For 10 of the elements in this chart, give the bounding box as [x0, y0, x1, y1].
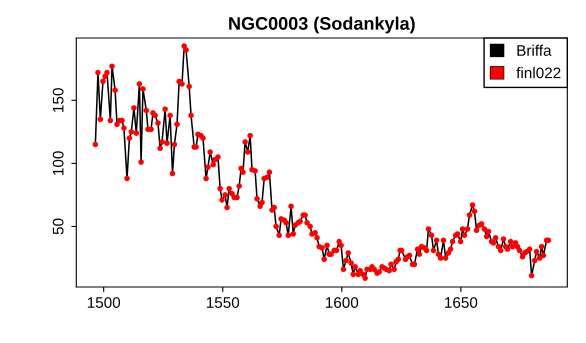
x-tick-label: 1600: [326, 297, 358, 308]
y-tick-label: 150: [52, 88, 64, 112]
x-tick-label: 1550: [206, 297, 240, 308]
legend-label: finl022: [516, 67, 560, 78]
x-tick-label: 1500: [88, 297, 120, 308]
y-tick-label: 50: [52, 218, 64, 234]
x-tick-label: 1650: [445, 297, 478, 308]
y-tick-label: 100: [52, 151, 64, 175]
legend-label: Briffa: [517, 44, 552, 56]
chart-title: NGC0003 (Sodankyla): [229, 16, 415, 34]
